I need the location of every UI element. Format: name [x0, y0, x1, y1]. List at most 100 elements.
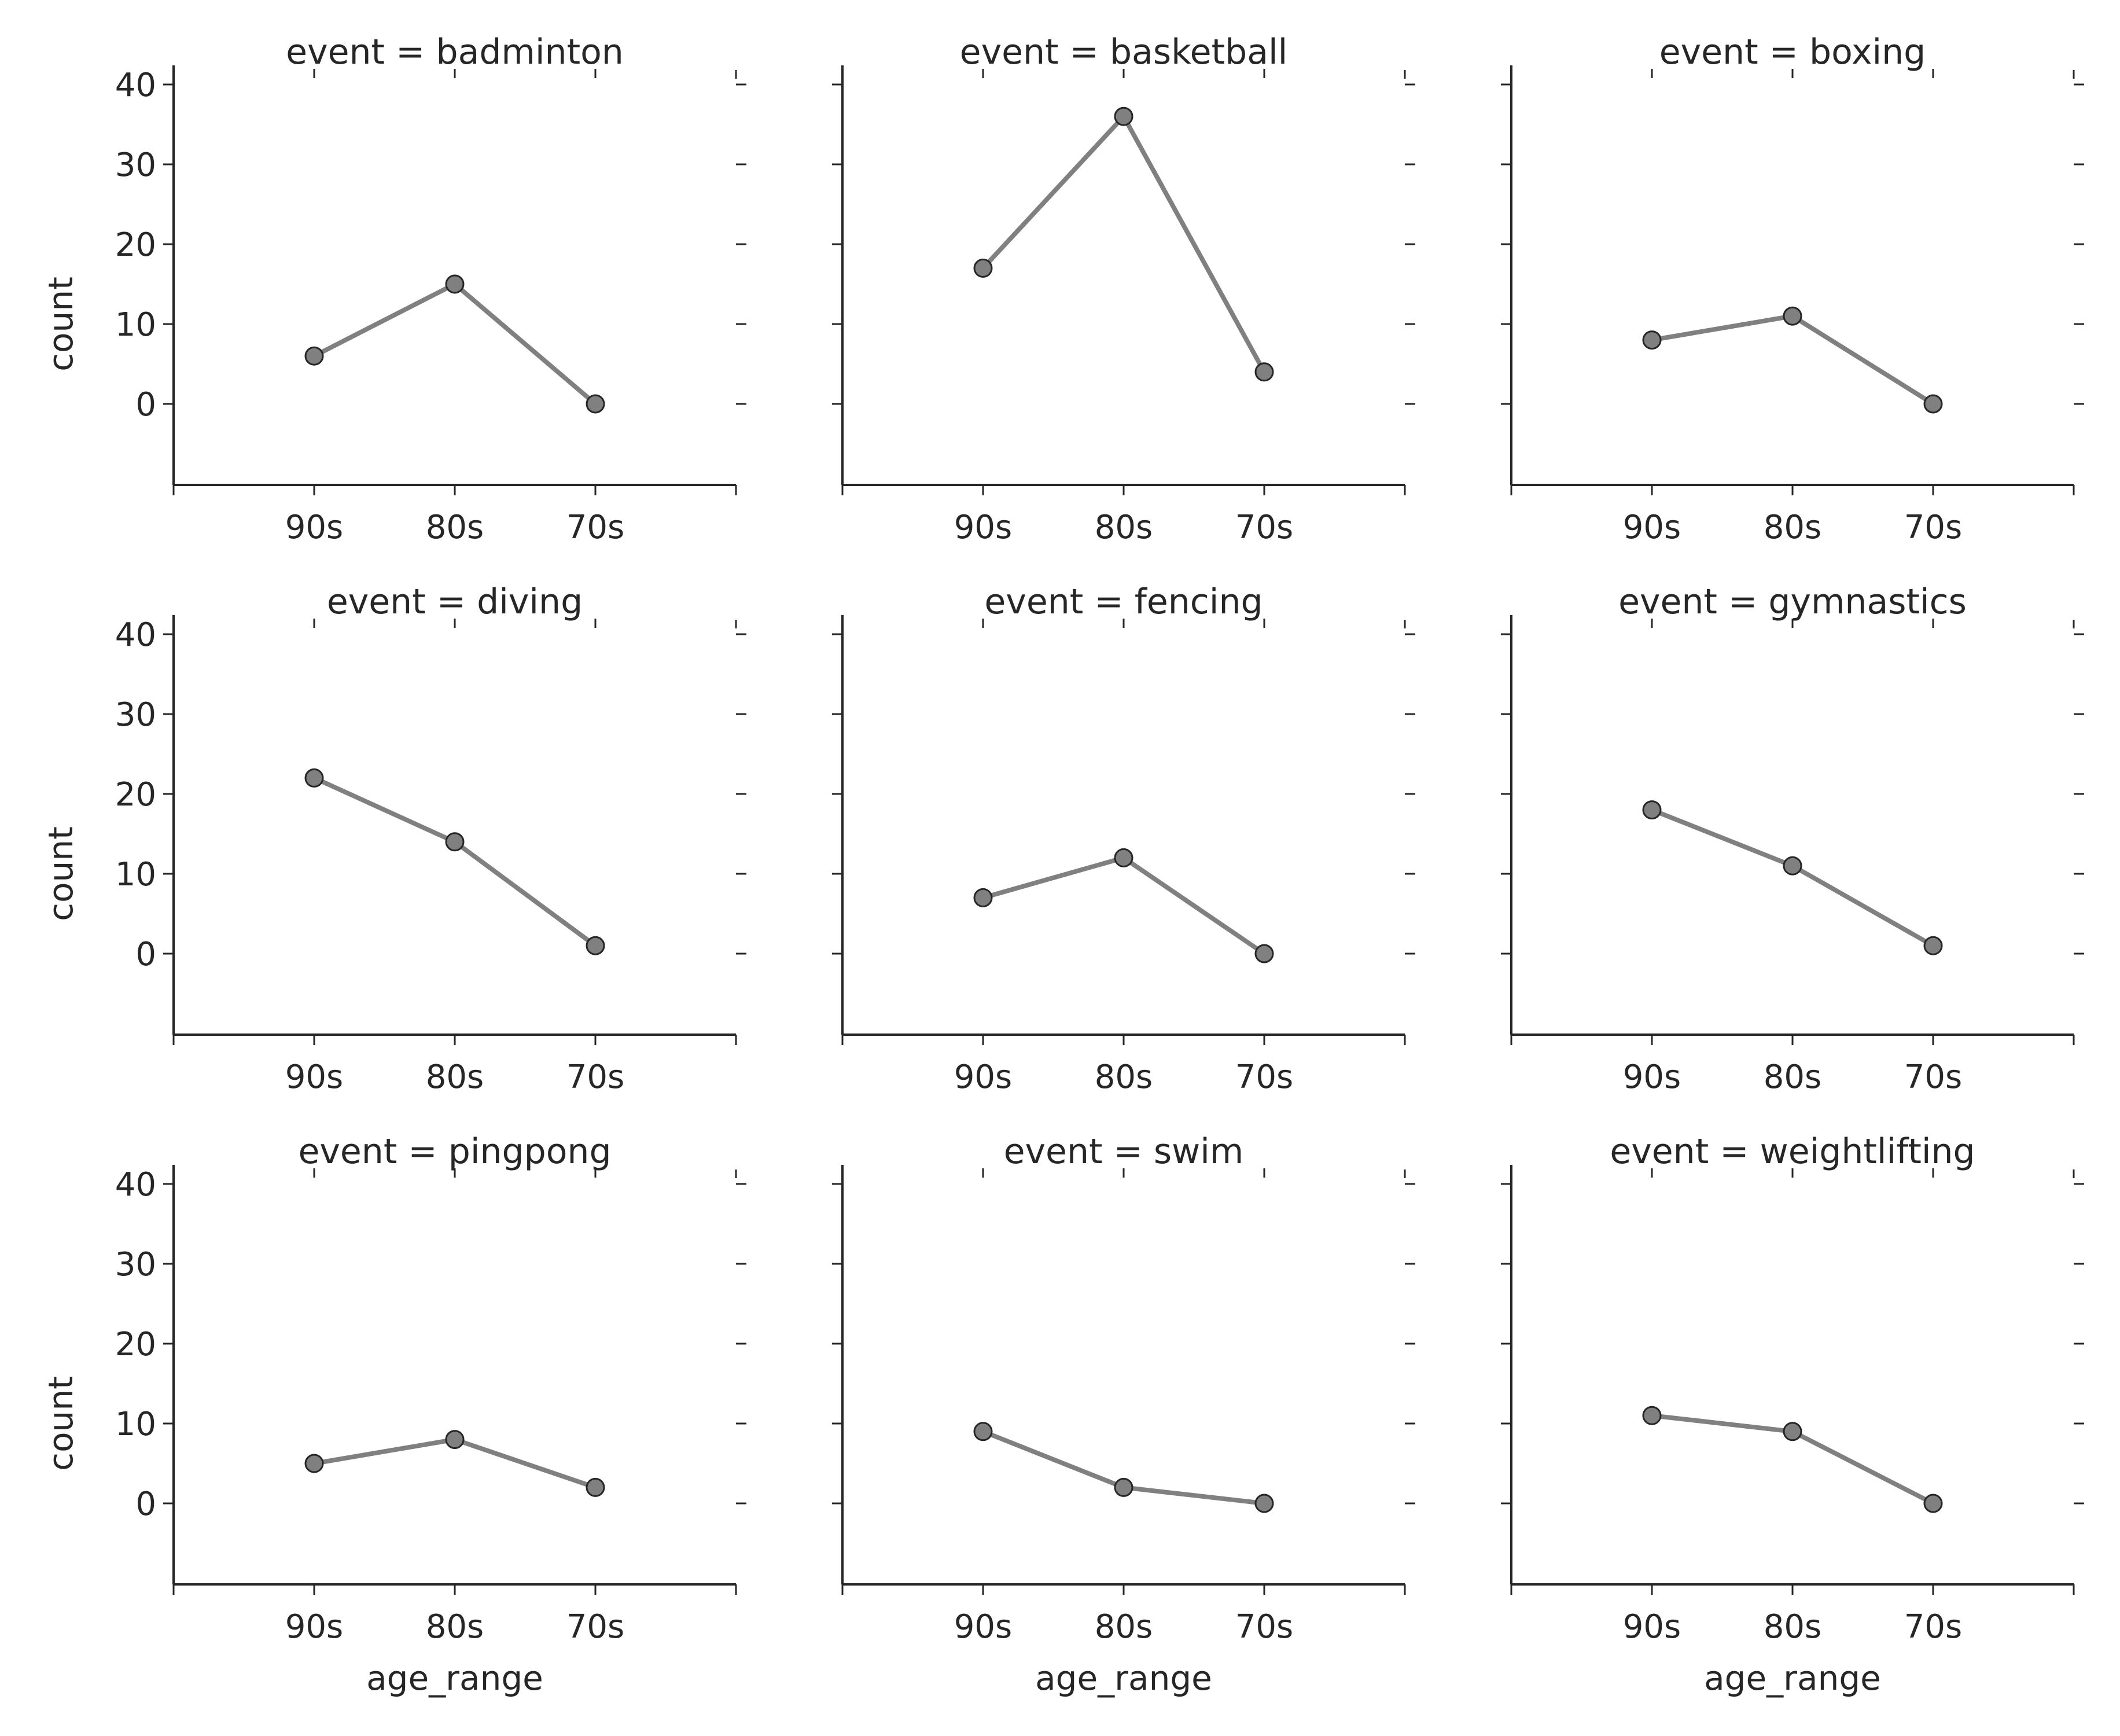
series-line: [1650, 314, 1935, 406]
data-point: [1783, 306, 1802, 326]
x-tick-label: 90s: [954, 1608, 1012, 1646]
data-point: [1642, 330, 1662, 350]
panel-title: event = weightlifting: [1610, 1131, 1975, 1172]
x-tick-label: 90s: [1623, 1058, 1681, 1096]
x-tick-label: 80s: [426, 1608, 484, 1646]
y-tick-label: 40: [115, 67, 156, 104]
x-tick-label: 90s: [954, 1058, 1012, 1096]
panel-title: event = swim: [1004, 1131, 1244, 1172]
x-tick-label: 80s: [1095, 1058, 1153, 1096]
data-point: [1114, 1477, 1133, 1497]
x-tick-label: 70s: [566, 1058, 624, 1096]
x-tick-label: 70s: [566, 1608, 624, 1646]
y-tick-label: 0: [135, 386, 156, 424]
y-tick-label: 40: [115, 1166, 156, 1204]
x-axis-title: age_range: [1704, 1658, 1881, 1698]
series-line: [312, 775, 598, 948]
data-point: [1114, 106, 1133, 126]
x-tick-label: 80s: [1095, 1608, 1153, 1646]
panel-title: event = boxing: [1659, 32, 1926, 72]
x-tick-label: 80s: [426, 1058, 484, 1096]
x-tick-label: 70s: [1235, 509, 1293, 546]
y-axis-title: count: [41, 826, 80, 921]
data-point: [304, 346, 324, 366]
x-tick-label: 80s: [1095, 509, 1153, 546]
data-point: [1642, 1406, 1662, 1425]
data-point: [586, 1477, 605, 1497]
y-axis-title: count: [41, 1376, 80, 1471]
data-point: [586, 936, 605, 955]
y-tick-label: 20: [115, 776, 156, 814]
data-point: [1254, 944, 1274, 963]
series-line: [1650, 807, 1935, 948]
panel-title: event = pingpong: [298, 1131, 611, 1172]
y-tick-label: 30: [115, 1246, 156, 1283]
x-tick-label: 80s: [1764, 1608, 1821, 1646]
data-point: [1254, 1494, 1274, 1513]
x-axis-title: age_range: [1035, 1658, 1212, 1698]
data-point: [1642, 800, 1662, 820]
y-tick-label: 20: [115, 1326, 156, 1363]
x-tick-label: 90s: [954, 509, 1012, 546]
data-point: [1923, 936, 1943, 955]
facet-panel: event = badminton 0 10 20 30 40 90s 80s 70s count: [41, 32, 746, 546]
facet-panel: event = basketball 90s 80s 70s: [832, 32, 1415, 546]
y-tick-label: 0: [135, 1485, 156, 1523]
x-tick-label: 80s: [1764, 1058, 1821, 1096]
data-point: [973, 888, 993, 907]
data-point: [445, 1430, 465, 1450]
data-point: [1923, 1494, 1943, 1513]
x-tick-label: 70s: [1904, 1058, 1962, 1096]
x-tick-label: 90s: [285, 1608, 343, 1646]
panel-title: event = gymnastics: [1618, 582, 1967, 622]
panel-title: event = diving: [327, 582, 583, 622]
y-tick-label: 10: [115, 306, 156, 344]
x-tick-label: 70s: [1904, 1608, 1962, 1646]
panel-title: event = fencing: [984, 582, 1263, 622]
chart-panels: event = badminton 0 10 20 30 40 90s 80s 70s count…: [41, 32, 2084, 1698]
y-axis-title: count: [41, 277, 80, 372]
x-tick-label: 90s: [1623, 509, 1681, 546]
x-axis-title: age_range: [366, 1658, 543, 1698]
data-point: [445, 832, 465, 852]
facet-panel: event = swim 90s 80s 70s age_range: [832, 1131, 1415, 1698]
facet-panel: event = boxing 90s 80s 70s: [1501, 32, 2084, 546]
data-point: [973, 258, 993, 278]
data-point: [1783, 856, 1802, 876]
panel-title: event = basketball: [960, 32, 1288, 72]
y-tick-label: 40: [115, 616, 156, 654]
data-point: [1254, 362, 1274, 382]
data-point: [973, 1422, 993, 1441]
data-point: [1114, 848, 1133, 867]
series-line: [312, 282, 598, 406]
x-tick-label: 90s: [1623, 1608, 1681, 1646]
x-tick-label: 90s: [285, 1058, 343, 1096]
data-point: [1923, 394, 1943, 414]
y-tick-label: 20: [115, 226, 156, 264]
series-line: [981, 114, 1267, 374]
facet-panel: event = pingpong 0 10 20 30 40 90s 80s 70s count a…: [41, 1131, 746, 1698]
x-tick-label: 80s: [426, 509, 484, 546]
x-tick-label: 70s: [1235, 1058, 1293, 1096]
y-tick-label: 0: [135, 936, 156, 973]
data-point: [304, 1454, 324, 1473]
panel-title: event = badminton: [286, 32, 624, 72]
facet-panel: event = gymnastics 90s 80s 70s: [1501, 582, 2084, 1096]
y-tick-label: 30: [115, 696, 156, 734]
y-tick-label: 10: [115, 1406, 156, 1443]
y-tick-label: 10: [115, 856, 156, 893]
x-tick-label: 70s: [1235, 1608, 1293, 1646]
facet-panel: event = weightlifting 90s 80s 70s age_range: [1501, 1131, 2084, 1698]
x-tick-label: 70s: [566, 509, 624, 546]
data-point: [1783, 1422, 1802, 1441]
data-point: [445, 274, 465, 294]
x-tick-label: 70s: [1904, 509, 1962, 546]
data-point: [304, 768, 324, 788]
facet-panel: event = fencing 90s 80s 70s: [832, 582, 1415, 1096]
facet-panel: event = diving 0 10 20 30 40 90s 80s 70s count: [41, 582, 746, 1096]
x-tick-label: 90s: [285, 509, 343, 546]
data-point: [586, 394, 605, 414]
series-line: [981, 855, 1267, 956]
y-tick-label: 30: [115, 146, 156, 184]
